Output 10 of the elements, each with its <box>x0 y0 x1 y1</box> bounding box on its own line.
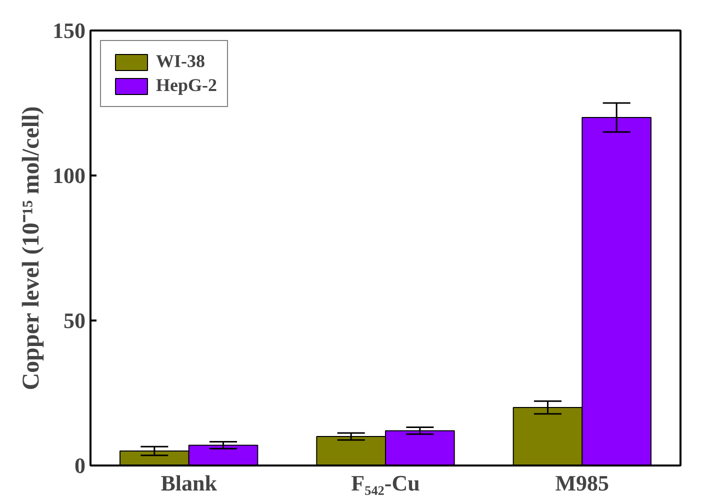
x-tick-label: M985 <box>555 470 610 496</box>
y-tick-label: 100 <box>52 163 86 188</box>
y-tick-label: 50 <box>64 308 86 333</box>
y-tick-label: 150 <box>52 18 86 43</box>
legend-label: WI-38 <box>156 51 205 72</box>
legend-label: HepG-2 <box>156 75 217 96</box>
y-axis-title: Copper level (10⁻¹⁵ mol/cell) <box>18 106 44 390</box>
x-tick-label: Blank <box>160 470 218 496</box>
x-tick-label: F₅₄₂-Cu <box>351 470 420 496</box>
y-tick-label: 0 <box>74 453 86 478</box>
